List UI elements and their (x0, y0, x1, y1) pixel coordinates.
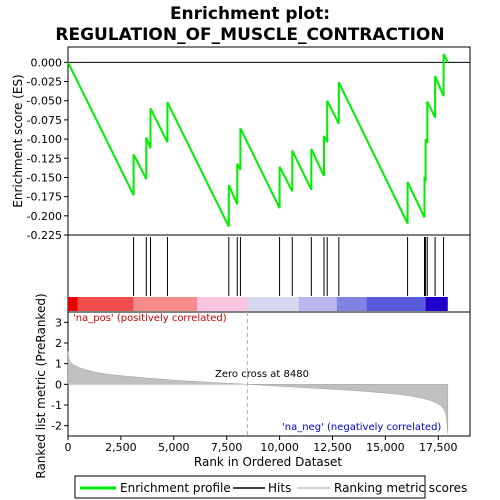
ranking-metric-area (67, 351, 449, 434)
positive-correlation-label: 'na_pos' (positively correlated) (73, 313, 227, 324)
chart-title-line-1: Enrichment plot: (170, 4, 330, 24)
es-y-ticks: 0.000 -0.025 -0.050 -0.075 -0.100 -0.125 -0.15… (27, 56, 68, 242)
es-y-axis-label: Enrichment score (ES) (11, 74, 25, 207)
colorbar-band (336, 297, 367, 311)
es-y-tick-label: -0.150 (27, 171, 62, 184)
metric-y-tick-label: -2 (51, 420, 62, 433)
legend-label-hits: Hits (268, 481, 291, 495)
x-tick-label: 7,500 (211, 441, 243, 454)
es-panel-frame (67, 46, 471, 236)
es-y-tick-label: -0.175 (27, 191, 62, 204)
colorbar-band (425, 297, 448, 311)
colorbar-band (247, 297, 299, 311)
es-y-tick-label: -0.125 (27, 152, 62, 165)
x-axis-label: Rank in Ordered Dataset (194, 455, 342, 469)
es-y-tick-label: -0.025 (27, 76, 62, 89)
zero-cross-label: Zero cross at 8480 (215, 369, 309, 380)
metric-panel: 3 2 1 0 -1 -2 'na_pos' (positively correlated… (51, 311, 471, 437)
legend-label-ranking-metric: Ranking metric scores (334, 481, 467, 495)
colorbar-band (133, 297, 198, 311)
metric-y-axis-label: Ranked list metric (PreRanked) (34, 293, 48, 478)
es-y-tick-label: -0.200 (27, 210, 62, 223)
x-tick-label: 17,500 (419, 441, 458, 454)
legend: Enrichment profile Hits Ranking metric s… (74, 475, 467, 499)
x-tick-label: 5,000 (158, 441, 190, 454)
metric-y-tick-label: 1 (55, 358, 62, 371)
legend-label-enrichment-profile: Enrichment profile (120, 481, 231, 495)
es-panel: 0.000 -0.025 -0.050 -0.075 -0.100 -0.125 -0.15… (27, 46, 471, 242)
x-tick-label: 15,000 (366, 441, 405, 454)
metric-y-tick-label: 2 (55, 337, 62, 350)
metric-y-ticks: 3 2 1 0 -1 -2 (51, 316, 68, 433)
hit-markers (133, 237, 445, 296)
x-tick-label: 2,500 (105, 441, 137, 454)
x-tick-label: 10,000 (260, 441, 299, 454)
metric-panel-frame (67, 311, 471, 437)
es-y-tick-label: -0.100 (27, 133, 62, 146)
es-y-tick-label: -0.075 (27, 114, 62, 127)
x-tick-label: 12,500 (313, 441, 352, 454)
metric-y-tick-label: -1 (51, 399, 62, 412)
colorbar-band (77, 297, 134, 311)
colorbar-band (197, 297, 248, 311)
metric-y-tick-label: 0 (55, 378, 62, 391)
es-y-tick-label: -0.225 (27, 229, 62, 242)
chart-title-line-2: REGULATION_OF_MUSCLE_CONTRACTION (55, 25, 444, 45)
es-y-tick-label: 0.000 (31, 56, 63, 69)
negative-correlation-label: 'na_neg' (negatively correlated) (282, 422, 441, 433)
ranking-colorbar (68, 297, 448, 311)
colorbar-band (68, 297, 78, 311)
legend-box (74, 475, 426, 499)
enrichment-profile-line (67, 53, 449, 228)
x-tick-label: 0 (65, 441, 72, 454)
colorbar-band (298, 297, 337, 311)
x-axis-ticks: 0 2,500 5,000 7,500 10,000 12,500 15,000 17,500 (65, 436, 458, 454)
hits-panel (67, 234, 471, 313)
colorbar-band (366, 297, 426, 311)
metric-y-tick-label: 3 (55, 316, 62, 329)
es-y-tick-label: -0.050 (27, 95, 62, 108)
